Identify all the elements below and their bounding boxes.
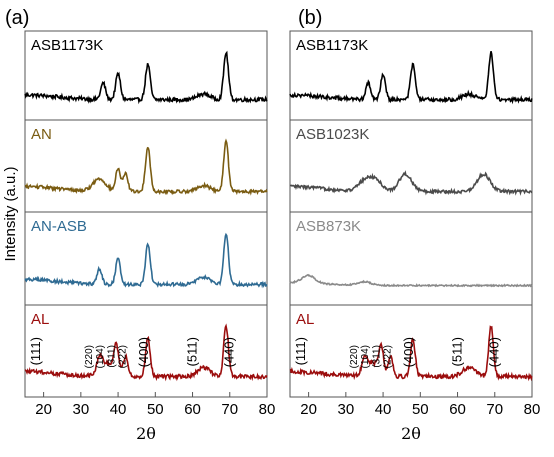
x-tick-label: 50: [147, 401, 164, 418]
series-line: [289, 170, 533, 196]
x-tick-label: 40: [375, 401, 392, 418]
x-tick-label: 60: [184, 401, 201, 418]
x-tick-label: 50: [412, 401, 429, 418]
peak-label: (400): [401, 337, 416, 367]
x-tick-label: 30: [338, 401, 355, 418]
subplot-an: AN: [24, 119, 268, 196]
peak-label: (220): [84, 345, 95, 368]
peak-label: (222): [383, 345, 394, 368]
series-label: AN: [31, 126, 52, 143]
subplot-asb1173k: ASB1173K: [289, 37, 533, 105]
series-line: [24, 50, 268, 105]
peak-label: (111): [293, 337, 308, 365]
peak-label: (440): [222, 337, 237, 367]
plot-frame: [24, 30, 268, 398]
subplot-asb873k: ASB873K: [289, 211, 533, 288]
panel-b: (b) ASB1173K ASB1023K ASB873K AL (111) (220) (1…: [289, 7, 541, 443]
x-tick-label: 40: [110, 401, 127, 418]
series-label: ASB873K: [296, 218, 361, 235]
peak-label: (111): [28, 337, 43, 365]
series-line: [24, 232, 268, 289]
panel-letter: (a): [5, 7, 29, 29]
series-label: ASB1173K: [31, 37, 103, 54]
peak-label: (104): [95, 345, 106, 368]
plot-frame: [289, 30, 533, 398]
peak-label: (311): [106, 345, 117, 368]
series-line: [24, 138, 268, 196]
peak-label: (511): [449, 337, 464, 366]
peak-label: (511): [184, 337, 199, 366]
series-label: AL: [296, 311, 314, 328]
x-axis-title: 2θ: [401, 424, 421, 443]
x-tick-label: 80: [259, 401, 276, 418]
panel-a: (a)ASB1173K AN AN-ASB AL (111) (220) (104) (311…: [2, 7, 275, 443]
subplot-asb1173k: ASB1173K: [24, 37, 268, 105]
peak-label: (222): [118, 345, 129, 368]
peak-label: (400): [136, 337, 151, 367]
y-axis-title: Intensity (a.u.): [2, 166, 19, 261]
x-tick-label: 70: [221, 401, 238, 418]
subplot-al: AL (111) (220) (104) (311) (222) (400) (511) (44…: [289, 304, 533, 382]
subplot-an-asb: AN-ASB: [24, 211, 268, 289]
x-tick-label: 30: [73, 401, 90, 418]
series-line: [24, 323, 268, 382]
panel-letter: (b): [298, 7, 322, 29]
subplot-al: AL (111) (220) (104) (311) (222) (400) (511) (44…: [24, 304, 268, 382]
x-tick-label: 80: [524, 401, 541, 418]
series-label: ASB1173K: [296, 37, 368, 54]
peak-label: (104): [360, 345, 371, 368]
series-line: [289, 325, 533, 382]
subplot-asb1023k: ASB1023K: [289, 119, 533, 196]
x-tick-label: 20: [35, 401, 52, 418]
peak-label: (220): [349, 345, 360, 368]
peak-label: (311): [371, 345, 382, 368]
series-label: AL: [31, 311, 49, 328]
x-axis-title: 2θ: [136, 424, 156, 443]
series-line: [289, 273, 533, 288]
x-tick-label: 60: [449, 401, 466, 418]
peak-label: (440): [487, 337, 502, 367]
series-label: AN-ASB: [31, 218, 87, 235]
series-label: ASB1023K: [296, 126, 369, 143]
series-line: [289, 51, 533, 105]
x-tick-label: 20: [300, 401, 317, 418]
x-tick-label: 70: [486, 401, 503, 418]
